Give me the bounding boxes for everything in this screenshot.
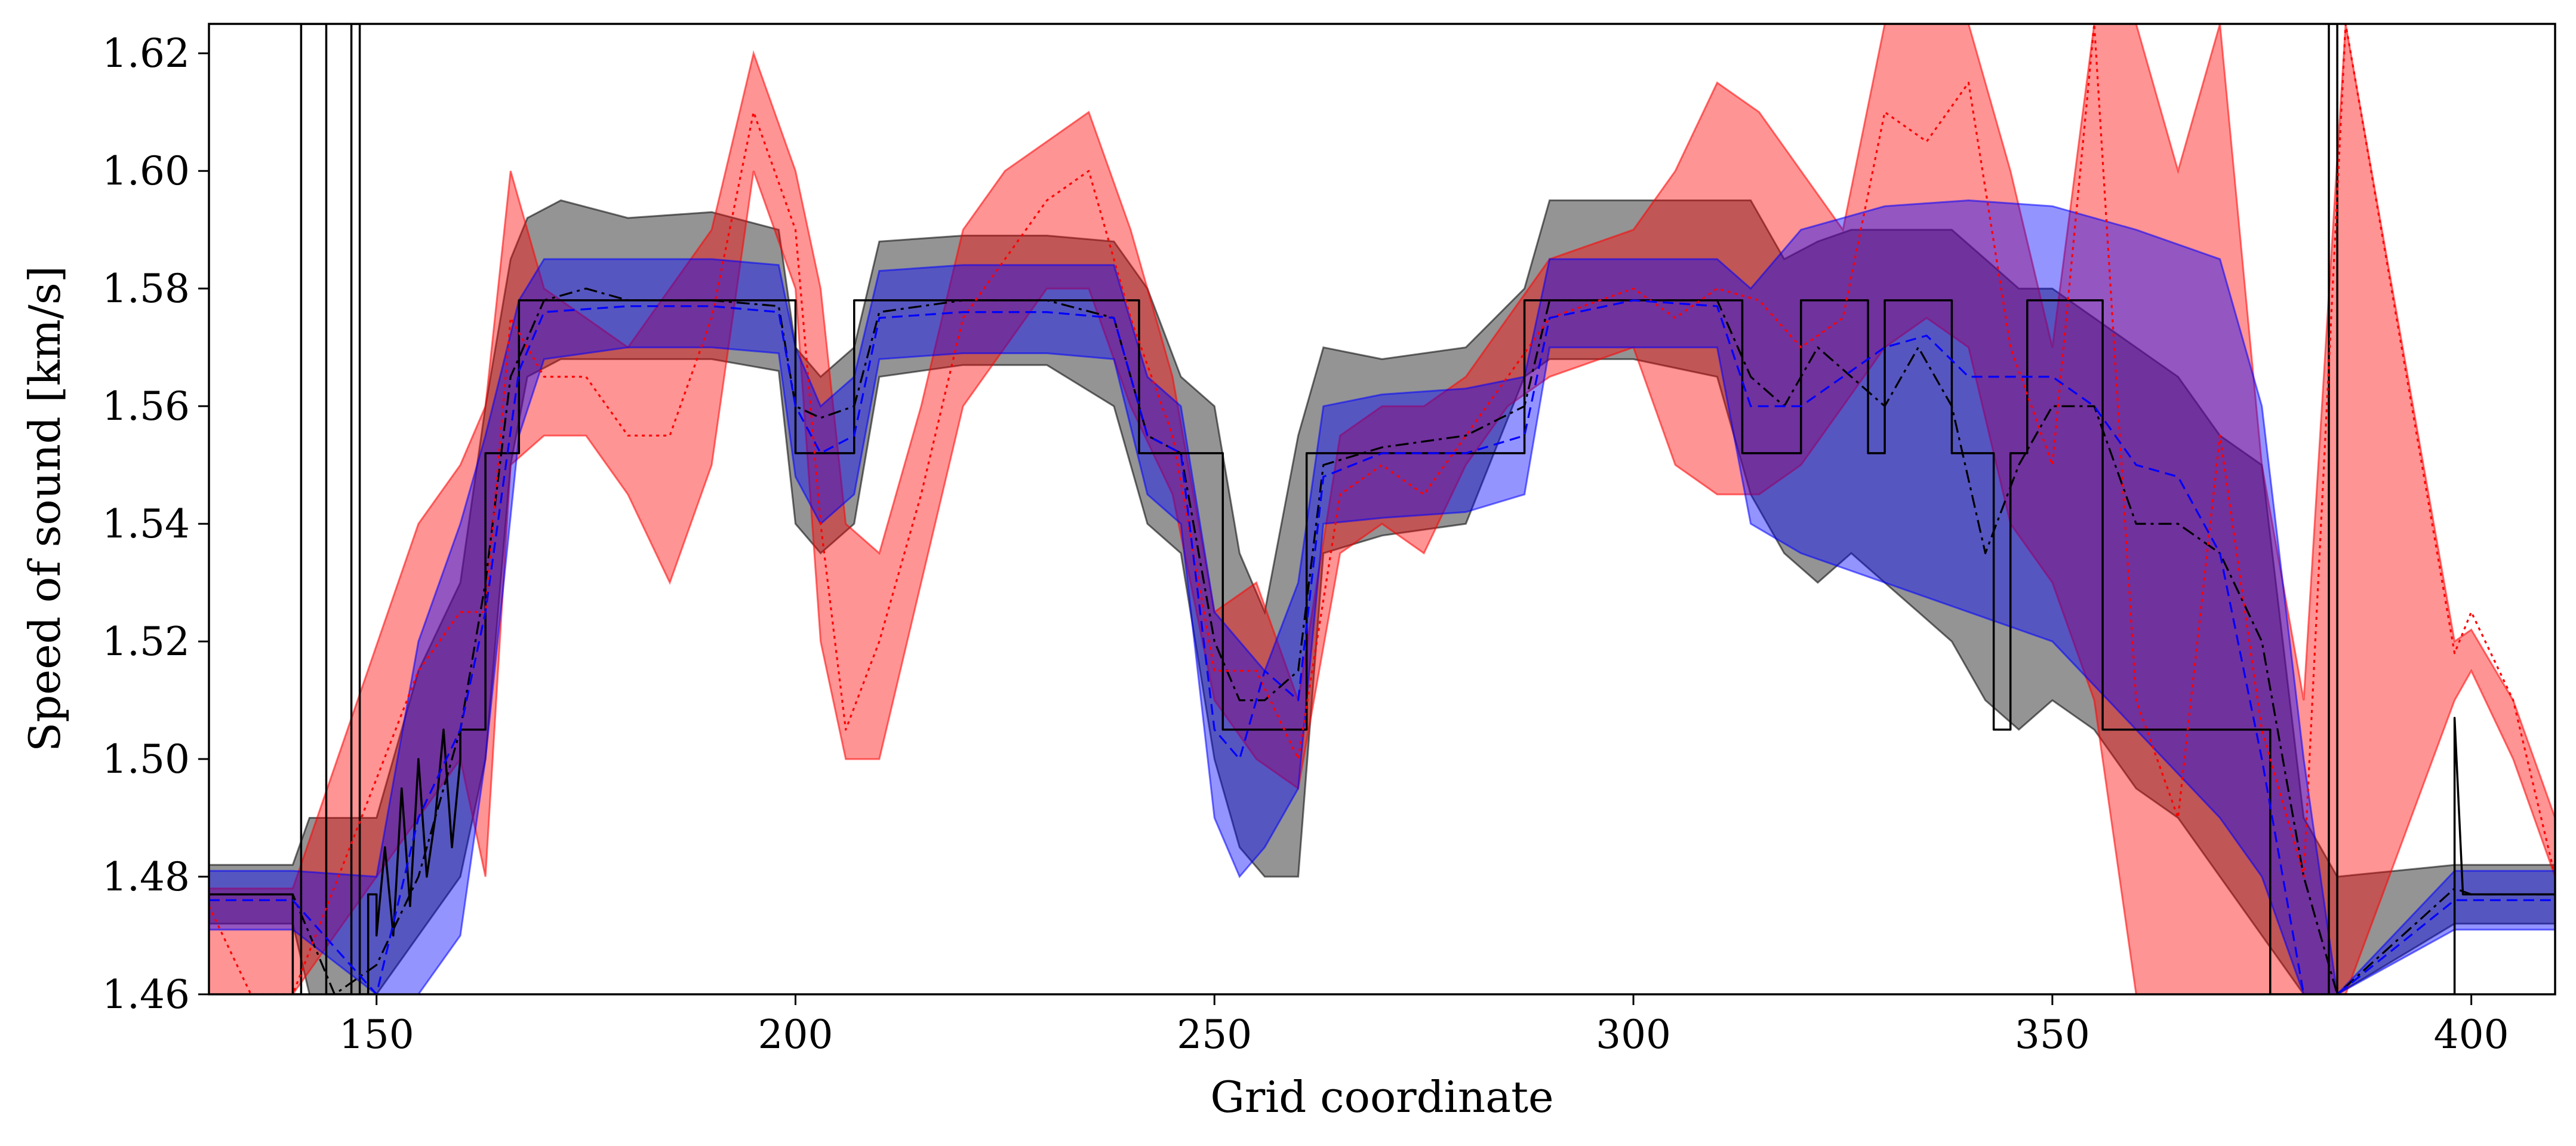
x-tick-label-350: 350: [2015, 1012, 2090, 1058]
x-tick-label-250: 250: [1177, 1012, 1252, 1058]
data-lines: [209, 24, 2555, 994]
x-tick-label-400: 400: [2434, 1012, 2509, 1058]
x-tick-label-300: 300: [1596, 1012, 1671, 1058]
series-line-1: [209, 24, 2555, 994]
x-tick-label-150: 150: [339, 1012, 414, 1058]
x-axis-label: Grid coordinate: [1210, 1072, 1553, 1122]
y-tick-label-1.56: 1.56: [102, 383, 190, 429]
series-line-2: [209, 287, 2555, 994]
x-axis: 150 200 250 300 350 400: [339, 994, 2509, 1058]
y-tick-label-1.48: 1.48: [102, 854, 190, 900]
x-tick-label-200: 200: [758, 1012, 833, 1058]
uncertainty-bands: [209, 24, 2555, 994]
y-tick-label-1.50: 1.50: [102, 736, 190, 782]
y-tick-label-1.54: 1.54: [102, 501, 190, 547]
series-line-4: [209, 299, 2555, 994]
y-tick-label-1.58: 1.58: [102, 266, 190, 312]
red-band: [209, 24, 2555, 994]
series-line-3: [209, 24, 2555, 994]
y-axis-label: Speed of sound [km/s]: [20, 266, 70, 752]
y-tick-label-1.62: 1.62: [102, 30, 190, 76]
y-tick-label-1.60: 1.60: [102, 148, 190, 194]
y-axis: 1.46 1.48 1.50 1.52 1.54 1.56 1.58 1.60 1.62: [102, 30, 209, 1018]
y-tick-label-1.52: 1.52: [102, 619, 190, 665]
plot-frame: [208, 23, 2556, 996]
y-tick-label-1.46: 1.46: [102, 972, 190, 1018]
